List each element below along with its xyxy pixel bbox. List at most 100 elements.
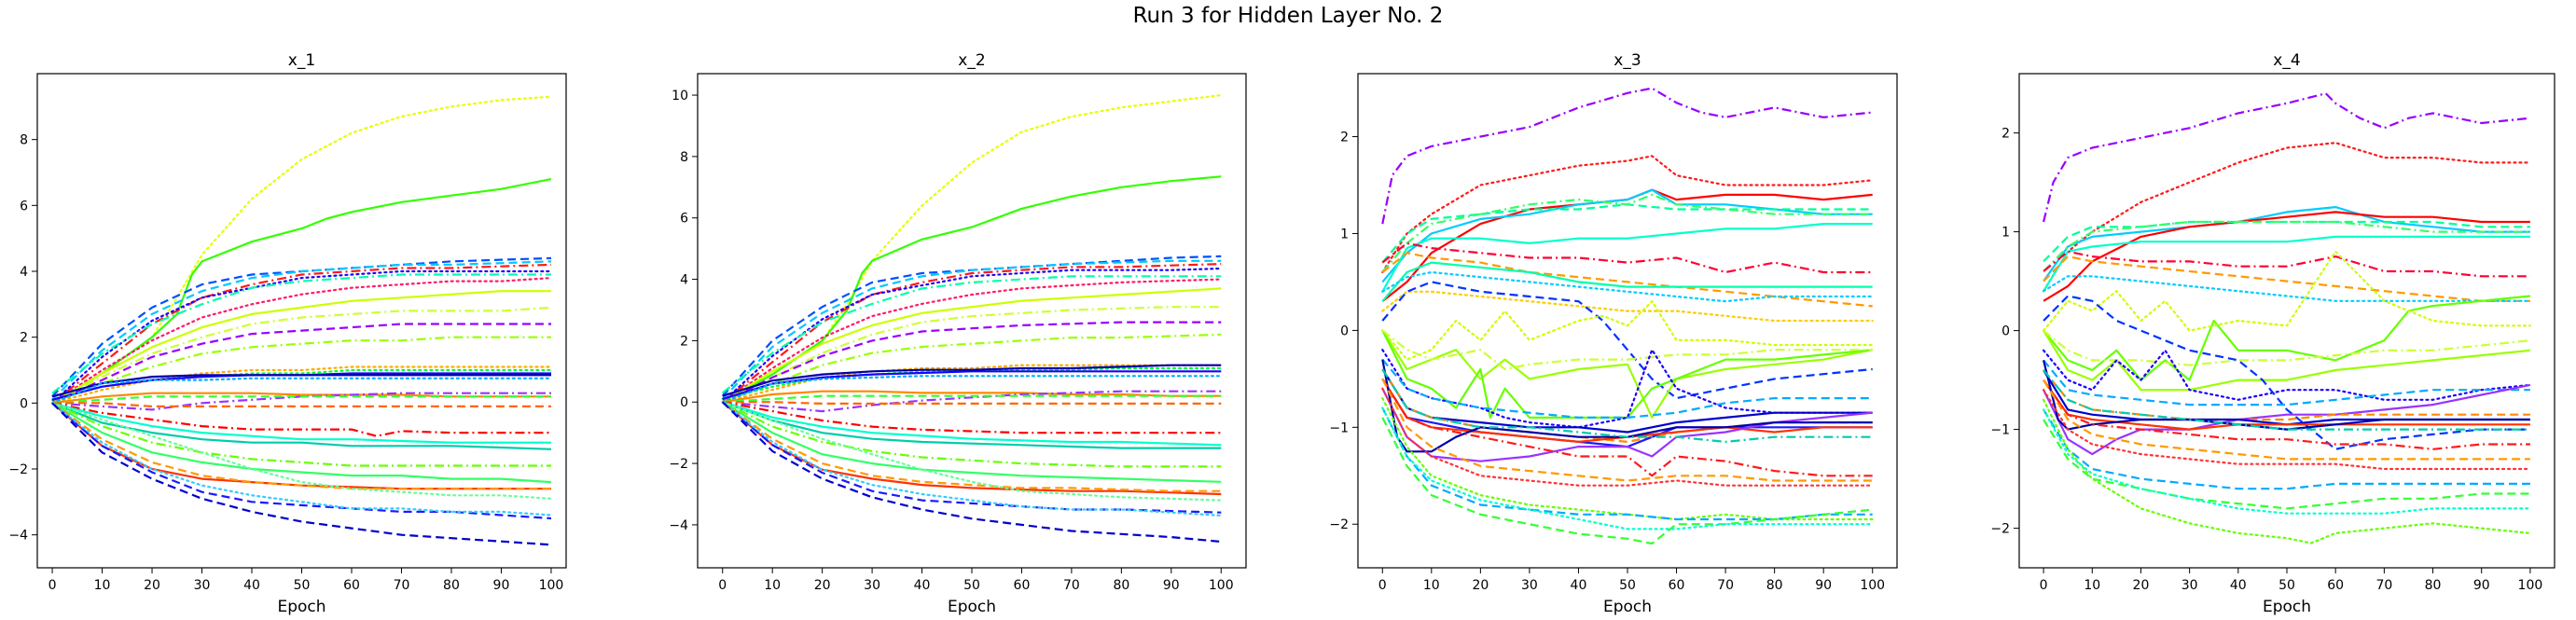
y-tick-label: 4: [20, 265, 28, 280]
x-tick-label: 50: [2278, 578, 2295, 593]
series-line-12: [51, 336, 551, 405]
series-line-27: [1381, 368, 1873, 443]
series-line-28: [51, 402, 551, 490]
y-tick-label: 2: [1340, 131, 1349, 145]
y-tick-label: 2: [680, 334, 688, 349]
series-line-7: [1381, 223, 1873, 293]
subplot-1: 0 10 20 30 40 50 60 70 80 90 100 −4 −2 0 2 4 6 8 x_1 Epoch: [8, 51, 567, 616]
series-line-25: [2043, 379, 2530, 461]
series-group: [1381, 87, 1874, 545]
series-line-16: [722, 364, 1222, 397]
series-line-29: [1381, 387, 1874, 487]
series-line-5: [2043, 220, 2530, 263]
series-line-19: [722, 390, 1222, 413]
series-line-17: [1381, 329, 1873, 371]
y-tick-label: −2: [669, 457, 688, 472]
x-tick-label: 60: [2327, 578, 2344, 593]
series-line-11: [722, 321, 1222, 404]
series-line-24: [2043, 369, 2530, 431]
x-tick-label: 40: [1571, 578, 1587, 593]
y-tick-label: 1: [1340, 227, 1349, 241]
series-line-26: [722, 401, 1222, 483]
y-tick-label: 2: [20, 331, 28, 346]
series-line-22: [2043, 360, 2530, 431]
x-axis-label: Epoch: [1603, 598, 1652, 616]
series-line-16: [1381, 329, 1873, 419]
x-tick-label: 10: [2084, 578, 2100, 593]
series-line-20: [51, 395, 551, 405]
series-line-26: [1381, 378, 1873, 477]
series-line-20: [722, 394, 1222, 404]
x-tick-label: 0: [2040, 578, 2048, 593]
subplot-title: x_2: [958, 51, 985, 70]
series-line-16: [51, 374, 551, 398]
series-line-23: [51, 402, 551, 444]
series-line-18: [722, 390, 1222, 404]
y-tick-label: −2: [1329, 517, 1349, 532]
y-tick-label: 0: [680, 395, 688, 410]
series-line-14: [1381, 300, 1874, 361]
series-line-31: [1381, 407, 1873, 521]
series-line-33: [1381, 406, 1874, 530]
series-line-2: [722, 175, 1222, 404]
series-line-24: [1381, 388, 1873, 462]
series-line-25: [51, 402, 551, 467]
series-line-3: [1381, 188, 1873, 303]
y-tick-label: −4: [669, 518, 688, 533]
y-tick-label: 10: [672, 89, 688, 103]
series-line-23: [1381, 378, 1873, 443]
series-line-12: [722, 333, 1222, 404]
y-tick-label: 0: [1340, 324, 1349, 338]
x-axis-label: Epoch: [948, 598, 996, 616]
x-tick-label: 30: [194, 578, 211, 593]
subplot-title: x_1: [288, 51, 315, 70]
y-tick-label: −1: [1329, 420, 1349, 435]
y-tick-label: −2: [1990, 522, 2010, 537]
y-tick-label: 0: [2001, 324, 2010, 339]
x-tick-label: 60: [1014, 578, 1031, 593]
x-tick-label: 90: [1815, 578, 1832, 593]
series-line-30: [2043, 408, 2531, 515]
series-line-8: [721, 278, 1223, 404]
series-line-6: [2043, 220, 2530, 272]
series-line-32: [721, 401, 1222, 544]
series-line-15: [722, 370, 1222, 400]
x-tick-label: 80: [443, 578, 460, 593]
x-tick-label: 10: [764, 578, 781, 593]
series-line-32: [51, 402, 552, 546]
x-tick-label: 30: [864, 578, 880, 593]
x-tick-label: 20: [144, 578, 160, 593]
series-line-29: [2043, 398, 2531, 544]
series-line-11: [51, 323, 551, 405]
series-line-6: [50, 269, 553, 405]
series-line-11: [2043, 295, 2531, 381]
x-tick-label: 100: [1860, 578, 1885, 593]
series-line-22: [722, 401, 1222, 434]
x-tick-label: 50: [1619, 578, 1636, 593]
subplot-4: 0 10 20 30 40 50 60 70 80 90 100 −2 −1 0 1 2 x_4 Epoch: [1990, 51, 2555, 616]
series-group: [721, 93, 1223, 544]
series-line-6: [721, 267, 1223, 404]
x-tick-label: 40: [914, 578, 931, 593]
series-line-22: [51, 402, 551, 437]
x-tick-label: 90: [2473, 578, 2490, 593]
y-tick-label: −2: [8, 462, 28, 477]
series-line-26: [51, 402, 552, 484]
x-tick-label: 80: [2425, 578, 2442, 593]
series-line-18: [51, 392, 551, 405]
series-line-2: [1381, 155, 1874, 274]
figure-title: Run 3 for Hidden Layer No. 2: [1132, 4, 1444, 28]
series-line-10: [722, 306, 1222, 404]
series-line-29: [50, 402, 553, 500]
x-tick-label: 60: [343, 578, 360, 593]
series-line-13: [1381, 281, 1873, 400]
series-line-16: [2043, 295, 2530, 450]
y-tick-label: 8: [20, 133, 28, 148]
series-line-24: [722, 401, 1222, 449]
series-line-17: [50, 377, 553, 405]
series-line-24: [51, 402, 552, 450]
series-line-17: [721, 375, 1223, 404]
y-tick-label: 6: [680, 212, 688, 227]
series-line-8: [1381, 241, 1873, 274]
axes-frame: [697, 73, 1247, 569]
